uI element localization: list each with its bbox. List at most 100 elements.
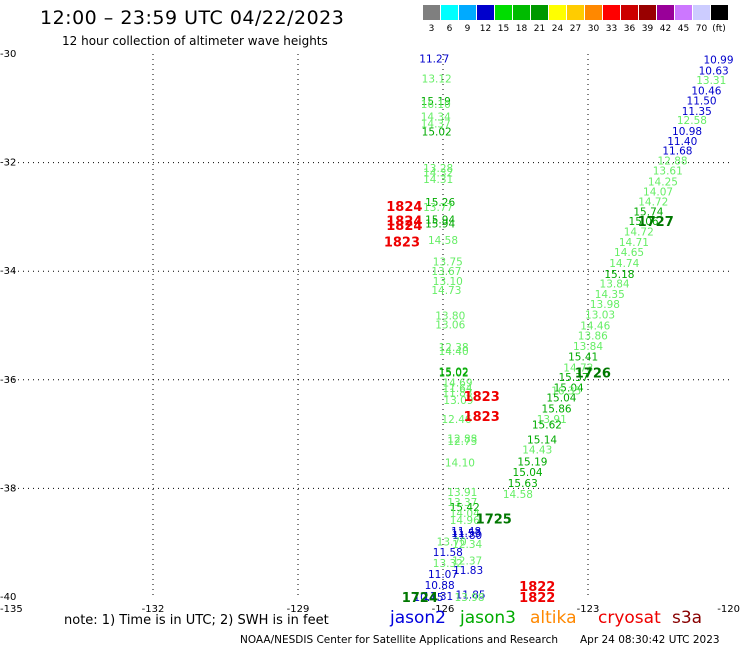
wave-height-value: 14.73 (431, 285, 461, 297)
scale-label: 21 (533, 24, 546, 34)
wave-height-value: 13.03 (585, 310, 615, 322)
credit-line: NOAA/NESDIS Center for Satellite Applica… (240, 634, 558, 646)
wave-height-value: 13.28 (423, 163, 453, 175)
scale-swatch (567, 5, 584, 20)
wave-height-value: 14.31 (423, 174, 453, 186)
wave-height-value: 14.72 (624, 227, 654, 239)
scale-label: 15 (497, 24, 510, 34)
wave-height-value: 15.74 (633, 206, 663, 218)
chart-subtitle: 12 hour collection of altimeter wave hei… (62, 34, 328, 48)
pass-time-label: 1725 (476, 512, 512, 527)
satellite-legend-item: jason2 (390, 608, 446, 628)
wave-height-value: 14.07 (643, 186, 673, 198)
scale-swatch (585, 5, 602, 20)
wave-height-value: 15.14 (527, 435, 557, 447)
wave-height-value: 11.80 (452, 530, 482, 542)
scale-swatch (513, 5, 530, 20)
wave-height-value: 14.10 (445, 457, 475, 469)
wave-height-value: 10.88 (425, 580, 455, 592)
wave-height-value: 15.04 (546, 393, 576, 405)
wave-height-value: 13.09 (443, 395, 473, 407)
wave-height-value: 15.04 (513, 467, 543, 479)
wave-height-value: 11.35 (682, 106, 712, 118)
scale-label: 70 (695, 24, 708, 34)
pass-time-label: 1824 (386, 215, 422, 230)
wave-height-value: 15.02 (439, 367, 469, 379)
wave-height-value: 12.88 (447, 433, 477, 445)
scale-label: 18 (515, 24, 528, 34)
lon-tick-label: -120 (717, 604, 740, 615)
wave-height-value: 11.48 (451, 526, 481, 538)
wave-height-value: 11.83 (453, 565, 483, 577)
wave-height-value: 15.02 (439, 368, 469, 380)
scale-swatch (639, 5, 656, 20)
wave-height-value: 10.46 (691, 85, 721, 97)
pass-time-label: 1724 (402, 591, 438, 606)
lat-tick-label: -32 (0, 158, 16, 169)
wave-height-value: 15.26 (425, 197, 455, 209)
wave-height-value: 14.43 (522, 444, 552, 456)
lon-tick-label: -126 (432, 604, 455, 615)
wave-height-value: 13.70 (437, 537, 467, 549)
footnote: note: 1) Time is in UTC; 2) SWH is in fe… (64, 613, 329, 628)
lon-tick-label: -132 (142, 604, 165, 615)
wave-height-value: 14.04 (450, 508, 480, 520)
scale-swatch (423, 5, 440, 20)
wave-height-value: 10.98 (672, 126, 702, 138)
wave-height-value: 14.71 (619, 237, 649, 249)
wave-height-value: 13.61 (653, 166, 683, 178)
lon-tick-label: -123 (577, 604, 600, 615)
generated-timestamp: Apr 24 08:30:42 UTC 2023 (580, 634, 720, 646)
satellite-legend-item: altika (530, 608, 577, 628)
wave-height-value: 13.80 (435, 311, 465, 323)
scale-swatch (441, 5, 458, 20)
wave-height-value: 13.67 (431, 266, 461, 278)
wave-height-value: 15.62 (532, 419, 562, 431)
wave-height-value: 13.98 (590, 299, 620, 311)
map-grid (8, 54, 733, 597)
lat-tick-label: -40 (0, 592, 16, 603)
lat-tick-label: -36 (0, 375, 16, 386)
wave-height-value: 14.58 (428, 235, 458, 247)
wave-height-value: 15.04 (554, 382, 584, 394)
pass-time-label: 1823 (384, 235, 420, 250)
wave-height-value: 11.53 (451, 528, 481, 540)
wave-height-value: 14.72 (638, 197, 668, 209)
wave-height-value: 13.31 (696, 75, 726, 87)
wave-height-value: 11.50 (687, 96, 717, 108)
scale-label: 27 (569, 24, 582, 34)
wave-height-value: 14.46 (580, 321, 610, 333)
wave-height-value: 14.74 (609, 258, 639, 270)
wave-height-value: 10.63 (699, 65, 729, 77)
wave-height-value: 11.27 (419, 53, 449, 65)
wave-height-value: 14.96 (450, 515, 480, 527)
scale-swatch (531, 5, 548, 20)
scale-label: 33 (605, 24, 618, 34)
wave-height-value: 11.83 (442, 387, 472, 399)
wave-height-value: 14.32 (423, 167, 453, 179)
lon-tick-label: -135 (0, 604, 23, 615)
pass-time-label: 1822 (519, 580, 555, 595)
pass-time-label: 1823 (464, 410, 500, 425)
scale-label: 39 (641, 24, 654, 34)
wave-height-value: 13.84 (573, 341, 603, 353)
wave-height-value: 16.10 (421, 99, 451, 111)
wave-height-value: 11.64 (442, 383, 472, 395)
wave-height-value: 13.75 (433, 256, 463, 268)
scale-unit: (ft) (712, 24, 726, 34)
wave-height-value: 12.58 (677, 115, 707, 127)
wave-height-value: 14.73 (563, 362, 593, 374)
wave-height-value: 14.65 (614, 247, 644, 259)
wave-height-value: 13.37 (447, 497, 477, 509)
wave-height-value: 14.34 (421, 111, 451, 123)
wave-height-value: 15.42 (450, 502, 480, 514)
wave-height-value: 14.69 (442, 378, 472, 390)
wave-height-value: 13.91 (537, 414, 567, 426)
wave-height-value: 13.77 (423, 202, 453, 214)
scale-swatch (603, 5, 620, 20)
wave-height-value: 11.40 (667, 136, 697, 148)
scale-swatch (711, 5, 728, 20)
lat-tick-label: -30 (0, 49, 16, 60)
satellite-legend-item: cryosat (598, 608, 661, 628)
wave-height-value: 11.58 (433, 547, 463, 559)
